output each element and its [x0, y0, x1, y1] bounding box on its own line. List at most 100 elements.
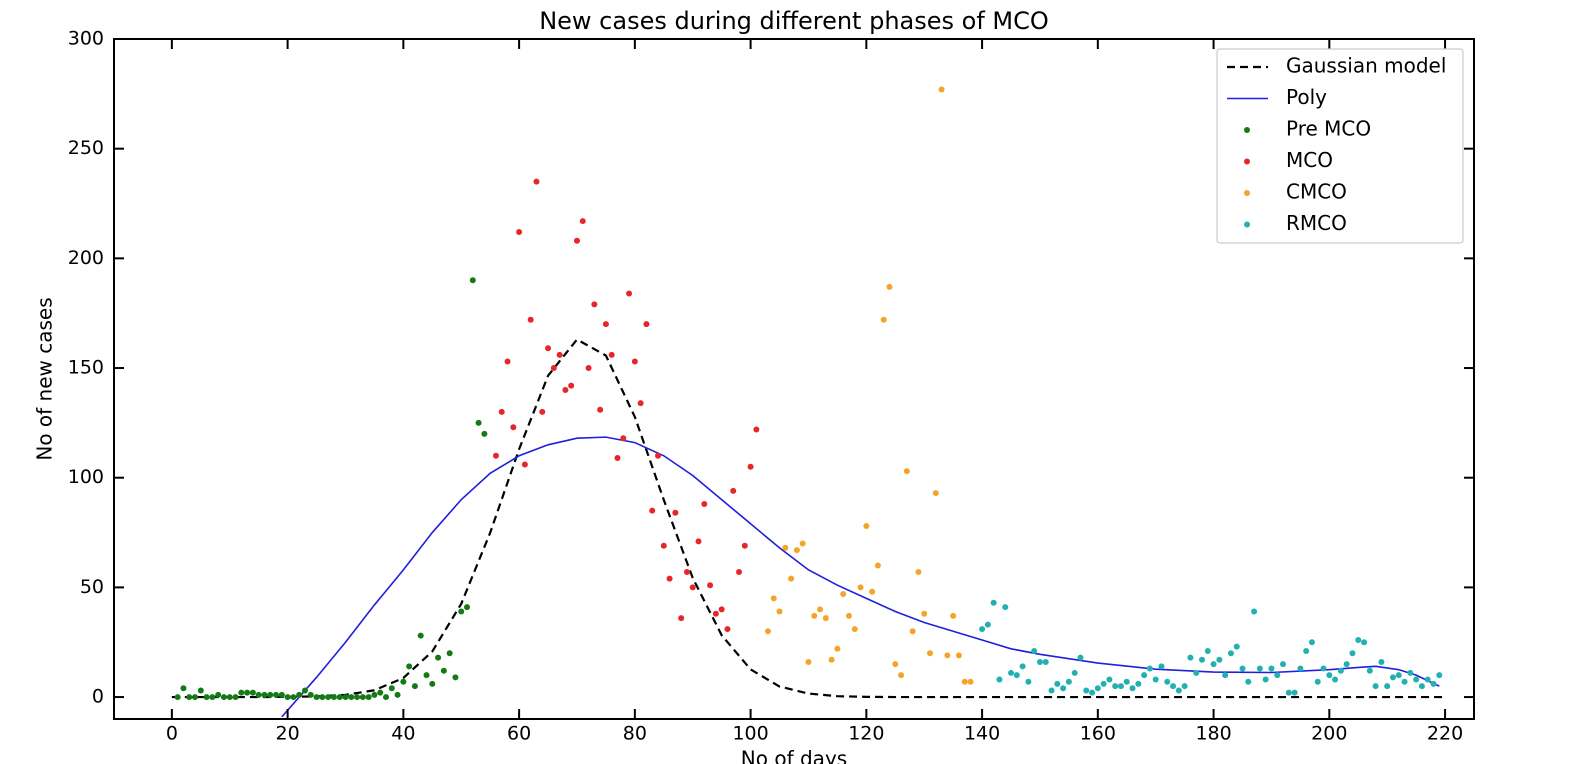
point: [550, 365, 557, 372]
point: [492, 452, 499, 459]
point: [238, 689, 245, 696]
point: [325, 694, 332, 701]
point: [174, 694, 181, 701]
point: [232, 694, 239, 701]
point: [718, 606, 725, 613]
point: [1332, 676, 1339, 683]
legend-label: Pre MCO: [1286, 117, 1371, 141]
point: [1100, 680, 1107, 687]
point: [273, 691, 280, 698]
legend-swatch: [1244, 127, 1250, 133]
point: [579, 218, 586, 225]
y-tick-label: 250: [68, 137, 104, 159]
y-tick-label: 0: [92, 686, 104, 708]
x-tick-label: 220: [1427, 723, 1463, 745]
point: [1042, 658, 1049, 665]
point: [1170, 683, 1177, 690]
legend-label: CMCO: [1286, 180, 1347, 204]
point: [1291, 689, 1298, 696]
point: [753, 426, 760, 433]
point: [1401, 678, 1408, 685]
point: [1123, 678, 1130, 685]
point: [631, 358, 638, 365]
point: [464, 604, 471, 611]
point: [741, 542, 748, 549]
point: [649, 507, 656, 514]
point: [215, 691, 222, 698]
point: [1141, 672, 1148, 679]
point: [521, 461, 528, 468]
x-tick-label: 60: [507, 723, 531, 745]
point: [1303, 648, 1310, 654]
point: [510, 424, 517, 431]
point: [1343, 661, 1350, 668]
point: [921, 610, 928, 617]
point: [527, 316, 534, 323]
line: [281, 436, 1440, 718]
point: [782, 544, 789, 551]
point: [811, 612, 818, 619]
point: [533, 178, 540, 185]
point: [672, 509, 679, 516]
point: [388, 685, 395, 692]
point: [1268, 665, 1275, 672]
point: [851, 626, 858, 633]
point: [284, 694, 291, 701]
point: [209, 694, 216, 701]
point: [342, 694, 349, 701]
point: [776, 608, 783, 615]
point: [805, 658, 812, 665]
point: [1349, 650, 1356, 657]
legend-label: RMCO: [1286, 211, 1347, 235]
x-tick-label: 160: [1080, 723, 1116, 745]
point: [371, 691, 378, 698]
point: [788, 575, 795, 582]
point: [562, 386, 569, 393]
point: [840, 590, 847, 597]
point: [452, 674, 459, 681]
x-tick-label: 180: [1195, 723, 1231, 745]
point: [1280, 661, 1287, 668]
point: [469, 277, 476, 284]
point: [903, 468, 910, 475]
point: [1106, 676, 1113, 683]
point: [440, 667, 447, 674]
point: [585, 365, 592, 372]
point: [1129, 685, 1136, 692]
point: [799, 540, 806, 547]
point: [383, 694, 389, 701]
point: [1112, 683, 1119, 690]
point: [446, 650, 453, 657]
point: [267, 691, 274, 698]
point: [249, 689, 256, 696]
point: [1036, 658, 1043, 665]
point: [359, 694, 366, 701]
point: [678, 615, 685, 622]
x-tick-label: 120: [848, 723, 884, 745]
point: [892, 661, 899, 668]
legend-swatch: [1244, 190, 1250, 196]
point: [863, 522, 870, 529]
point: [643, 321, 650, 328]
point: [1013, 672, 1020, 679]
point: [1222, 672, 1229, 679]
point: [1285, 689, 1292, 696]
point: [568, 382, 575, 389]
point: [597, 406, 604, 413]
point: [724, 626, 731, 633]
point: [307, 691, 314, 698]
point: [683, 569, 690, 576]
point: [898, 672, 905, 679]
point: [967, 678, 974, 685]
point: [180, 685, 187, 692]
point: [660, 542, 667, 549]
point: [1308, 639, 1315, 646]
point: [961, 678, 968, 685]
point: [1019, 663, 1026, 670]
point: [591, 301, 598, 308]
point: [197, 687, 204, 694]
point: [886, 283, 893, 290]
point: [545, 345, 552, 352]
point: [1135, 680, 1142, 687]
y-tick-label: 50: [80, 576, 104, 598]
